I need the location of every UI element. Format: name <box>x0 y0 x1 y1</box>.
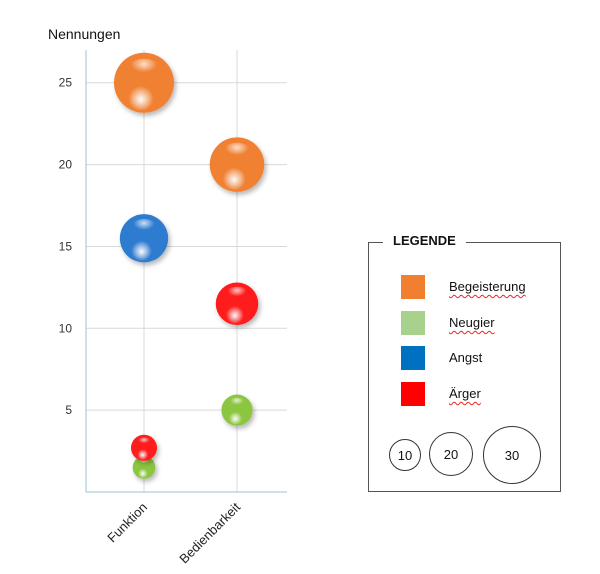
size-legend-20: 20 <box>429 432 473 476</box>
bubbles <box>114 52 265 479</box>
axes <box>85 50 287 493</box>
legend-label-aerger: Ärger <box>449 386 481 401</box>
bubble-angst-funktion <box>119 214 169 263</box>
legend-label-neugier: Neugier <box>449 315 495 330</box>
legend-item-neugier: Neugier <box>401 311 556 335</box>
legend-swatch-neugier <box>401 311 425 335</box>
legend-swatch-aerger <box>401 382 425 406</box>
legend-swatch-begeisterung <box>401 275 425 299</box>
y-tick-labels: 5 10 15 20 25 <box>59 76 73 417</box>
y-tick-label: 10 <box>59 321 73 335</box>
legend-item-aerger: Ärger <box>401 382 556 406</box>
y-tick-label: 5 <box>65 403 72 417</box>
bubble-rger-funktion <box>130 434 158 461</box>
legend-label-angst: Angst <box>449 350 483 365</box>
y-tick-label: 20 <box>59 158 73 172</box>
size-legend-10: 10 <box>389 439 421 471</box>
bubble-neugier-bedienbarkeit <box>221 394 253 426</box>
legend-item-angst: Angst <box>401 346 556 370</box>
bubble-rger-bedienbarkeit <box>215 282 259 325</box>
size-legend-30: 30 <box>483 426 541 484</box>
y-axis-label: Nennungen <box>48 26 120 42</box>
legend-swatch-angst <box>401 346 425 370</box>
bubble-begeisterung-funktion <box>114 52 174 113</box>
legend-label-begeisterung: Begeisterung <box>449 279 526 294</box>
x-category-label: Bedienbarkeit <box>176 499 243 566</box>
grid-lines <box>86 50 287 492</box>
x-category-labels: Funktion Bedienbarkeit <box>104 499 243 566</box>
legend-title: LEGENDE <box>383 233 466 248</box>
y-tick-label: 15 <box>59 239 73 253</box>
y-tick-label: 25 <box>59 76 73 90</box>
legend: LEGENDE Begeisterung Neugier Angst Ärger… <box>368 233 561 492</box>
legend-item-begeisterung: Begeisterung <box>401 275 556 299</box>
x-category-label: Funktion <box>104 500 150 546</box>
bubble-begeisterung-bedienbarkeit <box>209 137 265 192</box>
